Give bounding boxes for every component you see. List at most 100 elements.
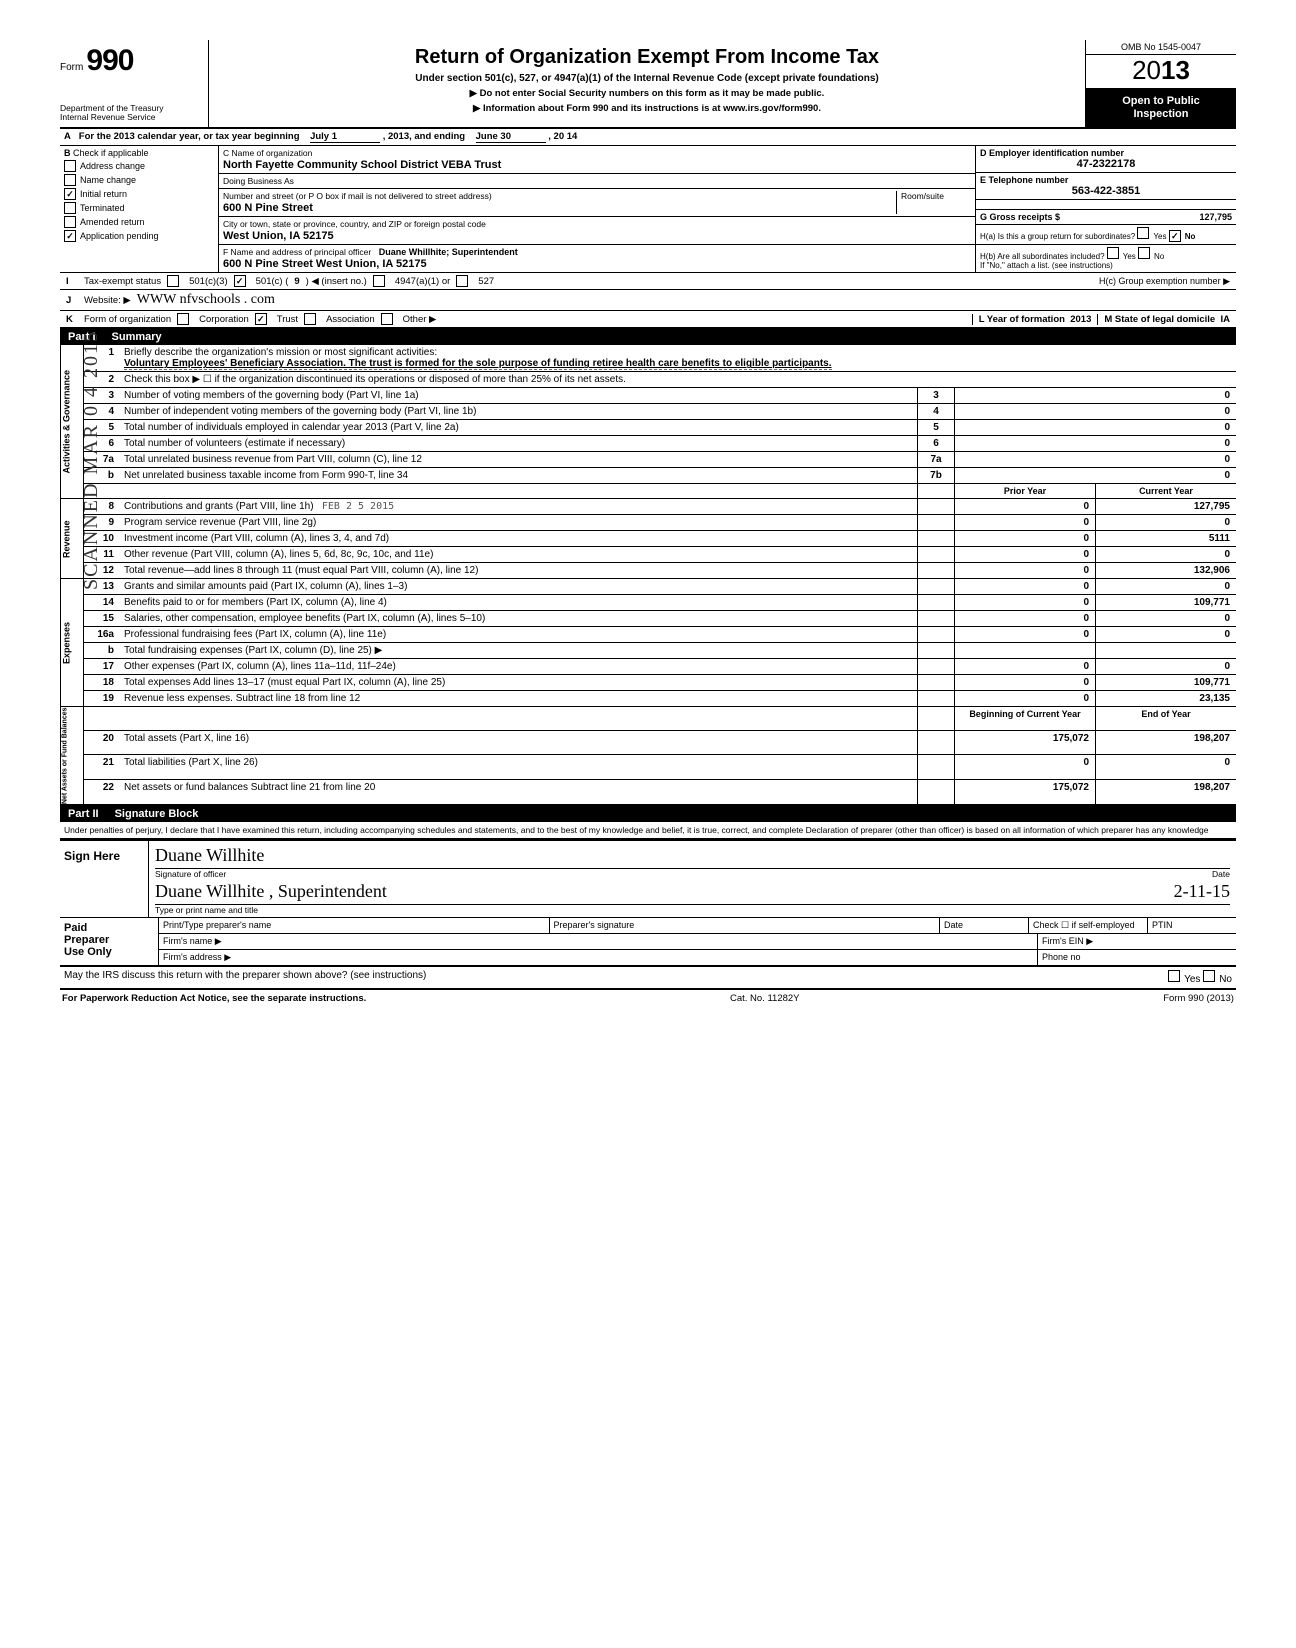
- chk-amended[interactable]: Amended return: [64, 216, 214, 228]
- chk-label: Terminated: [80, 203, 125, 213]
- table-row: 5Total number of individuals employed in…: [61, 420, 1237, 436]
- pp-sig-label: Preparer's signature: [550, 918, 941, 933]
- row-a-tax-year: A For the 2013 calendar year, or tax yea…: [60, 129, 1236, 146]
- signature-block: Sign Here Duane Willhite Signature of of…: [60, 839, 1236, 918]
- subtitle-2: ▶ Do not enter Social Security numbers o…: [215, 88, 1079, 99]
- checkbox-icon: ✓: [64, 188, 76, 200]
- ha-label: H(a) Is this a group return for subordin…: [980, 232, 1135, 241]
- checkbox-icon[interactable]: ✓: [255, 313, 267, 325]
- row-k-text: Form of organization: [84, 314, 171, 325]
- year-formation-val: 2013: [1070, 314, 1091, 325]
- irs-discuss-text: May the IRS discuss this return with the…: [64, 970, 426, 985]
- chk-app-pending[interactable]: ✓Application pending: [64, 230, 214, 242]
- row-k-letter: K: [66, 314, 78, 325]
- form-990-page: Form 990 Department of the Treasury Inte…: [60, 40, 1236, 1007]
- firm-phone-label: Phone no: [1038, 950, 1236, 965]
- form-title: Return of Organization Exempt From Incom…: [215, 46, 1079, 69]
- year-bold: 13: [1161, 55, 1190, 85]
- checkbox-icon: [64, 160, 76, 172]
- checkbox-icon[interactable]: ✓: [1169, 230, 1181, 242]
- table-row: 3Number of voting members of the governi…: [61, 388, 1237, 404]
- part-1-table: Activities & Governance 1 Briefly descri…: [60, 345, 1236, 806]
- col-c-org-info: C Name of organization North Fayette Com…: [219, 146, 975, 272]
- checkbox-icon[interactable]: [1107, 247, 1119, 259]
- checkbox-icon[interactable]: [177, 313, 189, 325]
- checkbox-icon[interactable]: [456, 275, 468, 287]
- table-row: 10Investment income (Part VIII, column (…: [61, 531, 1237, 547]
- pp-ptin-label: PTIN: [1148, 918, 1236, 933]
- checkbox-icon[interactable]: [1203, 970, 1215, 982]
- row-j-website: J Website: ▶ WWW nfvschools . com: [60, 290, 1236, 311]
- firm-ein-label: Firm's EIN ▶: [1038, 934, 1236, 949]
- room-label: Room/suite: [897, 191, 971, 214]
- tax-year: 2013: [1086, 55, 1236, 89]
- line-1-desc: Briefly describe the organization's miss…: [124, 347, 437, 358]
- sig-under-2: Type or print name and title: [155, 905, 1230, 915]
- beg-year-hdr: Beginning of Current Year: [955, 707, 1096, 730]
- pp-date-label: Date: [940, 918, 1029, 933]
- table-row: 20Total assets (Part X, line 16)175,0721…: [61, 730, 1237, 755]
- page-footer: For Paperwork Reduction Act Notice, see …: [60, 990, 1236, 1007]
- opt-assoc: Association: [326, 314, 375, 325]
- year-prefix: 20: [1132, 55, 1161, 85]
- officer-addr: 600 N Pine Street West Union, IA 52175: [223, 258, 971, 270]
- officer-name: Duane Whillhite; Superintendent: [379, 247, 518, 257]
- checkbox-icon[interactable]: [381, 313, 393, 325]
- entity-block: B Check if applicable Address change Nam…: [60, 146, 1236, 273]
- chk-label: Address change: [80, 161, 145, 171]
- opt-501c-tail: ) ◀ (insert no.): [306, 276, 367, 287]
- checkbox-icon[interactable]: [167, 275, 179, 287]
- part-2-header: Part II Signature Block: [60, 806, 1236, 822]
- checkbox-icon[interactable]: [1137, 227, 1149, 239]
- table-row: 21Total liabilities (Part X, line 26)00: [61, 755, 1237, 780]
- received-stamp: FEB 2 5 2015: [322, 501, 394, 512]
- checkbox-icon[interactable]: [1138, 247, 1150, 259]
- paid-lbl-1: Paid: [64, 922, 154, 934]
- checkbox-icon[interactable]: ✓: [234, 275, 246, 287]
- table-row: 16aProfessional fundraising fees (Part I…: [61, 627, 1237, 643]
- end-year-hdr: End of Year: [1096, 707, 1237, 730]
- checkbox-icon: [64, 174, 76, 186]
- perjury-declaration: Under penalties of perjury, I declare th…: [60, 822, 1236, 839]
- subtitle-3: ▶ Information about Form 990 and its ins…: [215, 103, 1079, 114]
- officer-print-name: Duane Willhite , Superintendent: [155, 881, 387, 902]
- side-governance: Activities & Governance: [61, 345, 84, 499]
- irs-yes: Yes: [1184, 974, 1200, 985]
- table-row: 14Benefits paid to or for members (Part …: [61, 595, 1237, 611]
- col-b-checkboxes: B Check if applicable Address change Nam…: [60, 146, 219, 272]
- chk-name-change[interactable]: Name change: [64, 174, 214, 186]
- checkbox-icon[interactable]: [304, 313, 316, 325]
- row-i-tax-status: I Tax-exempt status 501(c)(3) ✓501(c) ( …: [60, 273, 1236, 290]
- opt-501c3: 501(c)(3): [189, 276, 228, 287]
- checkbox-icon[interactable]: [1168, 970, 1180, 982]
- chk-initial-return[interactable]: ✓Initial return: [64, 188, 214, 200]
- dept-irs: Internal Revenue Service: [60, 113, 200, 122]
- paid-lbl-3: Use Only: [64, 946, 154, 958]
- chk-address-change[interactable]: Address change: [64, 160, 214, 172]
- org-name-label: C Name of organization: [223, 148, 971, 158]
- open-public-2: Inspection: [1088, 108, 1234, 121]
- city-val: West Union, IA 52175: [223, 230, 971, 242]
- open-public-1: Open to Public: [1088, 95, 1234, 108]
- ha-no: No: [1185, 232, 1196, 241]
- state-domicile-label: M State of legal domicile: [1104, 314, 1215, 325]
- opt-other: Other ▶: [403, 314, 437, 325]
- tax-year-begin: July 1: [310, 131, 380, 143]
- gross-receipts-value: 127,795: [1199, 212, 1232, 222]
- chk-label: Name change: [80, 175, 136, 185]
- checkbox-icon[interactable]: [373, 275, 385, 287]
- line-desc: Contributions and grants (Part VIII, lin…: [124, 501, 314, 512]
- table-row: 7aTotal unrelated business revenue from …: [61, 452, 1237, 468]
- state-domicile-val: IA: [1221, 314, 1231, 325]
- table-row: bNet unrelated business taxable income f…: [61, 468, 1237, 484]
- side-revenue: Revenue: [61, 499, 84, 579]
- chk-terminated[interactable]: Terminated: [64, 202, 214, 214]
- chk-label: Amended return: [80, 217, 145, 227]
- opt-trust: Trust: [277, 314, 298, 325]
- subtitle-1: Under section 501(c), 527, or 4947(a)(1)…: [215, 73, 1079, 84]
- opt-corp: Corporation: [199, 314, 249, 325]
- checkbox-icon: [64, 202, 76, 214]
- row-j-text: Website: ▶: [84, 295, 131, 306]
- footer-right: Form 990 (2013): [1163, 993, 1234, 1004]
- paid-lbl-2: Preparer: [64, 934, 154, 946]
